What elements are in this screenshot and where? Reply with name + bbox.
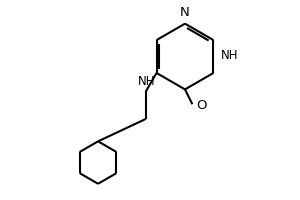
Text: NH: NH <box>221 49 238 62</box>
Text: NH: NH <box>138 75 156 88</box>
Text: O: O <box>196 99 207 112</box>
Text: N: N <box>180 6 190 19</box>
